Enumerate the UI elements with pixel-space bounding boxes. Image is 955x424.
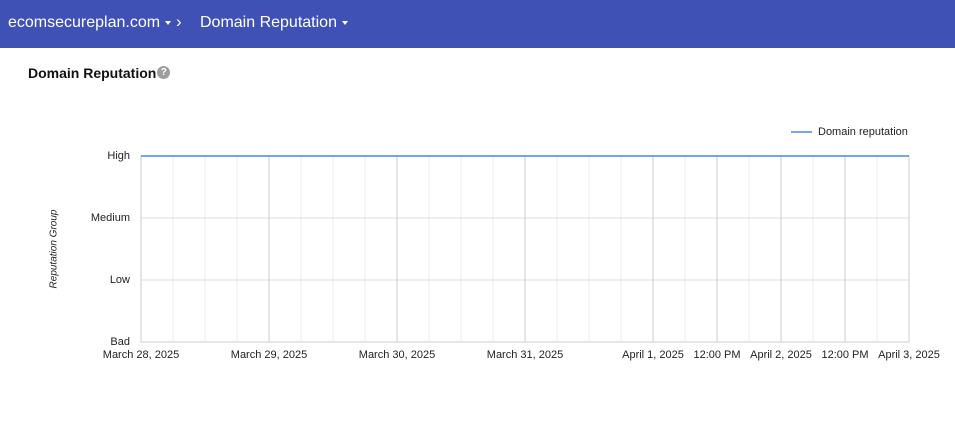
page-dropdown[interactable]: Domain Reputation (200, 14, 348, 32)
y-tick-label: Low (110, 274, 130, 286)
x-tick-label: 12:00 PM (693, 349, 740, 361)
x-tick-label: March 30, 2025 (359, 349, 435, 361)
domain-name[interactable]: ecomsecureplan.com (8, 14, 161, 31)
domain-dropdown[interactable]: ecomsecureplan.com (8, 14, 172, 32)
x-tick-label: April 1, 2025 (622, 349, 684, 361)
y-axis-label: Reputation Group (49, 209, 60, 288)
y-tick-label: Bad (110, 336, 130, 348)
x-tick-label: March 31, 2025 (487, 349, 563, 361)
breadcrumb-separator: › (176, 12, 182, 31)
y-tick-label: Medium (91, 212, 130, 224)
x-tick-label: March 29, 2025 (231, 349, 307, 361)
help-icon[interactable]: ? (157, 66, 171, 79)
page-name[interactable]: Domain Reputation (200, 14, 337, 31)
y-tick-label: High (107, 150, 130, 162)
top-bar: ecomsecureplan.com › Domain Reputation (0, 0, 955, 48)
x-tick-label: 12:00 PM (821, 349, 868, 361)
x-tick-label: April 2, 2025 (750, 349, 812, 361)
section-title: Domain Reputation? (28, 65, 171, 81)
caret (165, 21, 172, 25)
x-tick-label: March 28, 2025 (103, 349, 179, 361)
x-tick-label: April 3, 2025 (878, 349, 940, 361)
caret (341, 21, 348, 25)
legend-label: Domain reputation (818, 126, 908, 138)
section-title-text: Domain Reputation (28, 65, 157, 81)
